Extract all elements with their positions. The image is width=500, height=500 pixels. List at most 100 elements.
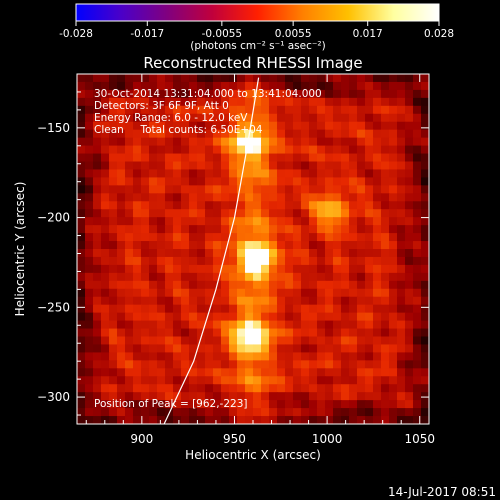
heatmap-cell <box>269 209 278 218</box>
heatmap-cell <box>421 384 429 393</box>
heatmap-cell <box>373 233 382 242</box>
heatmap-cell <box>405 264 414 274</box>
heatmap-cell <box>389 304 398 314</box>
heatmap-cell <box>221 344 230 353</box>
heatmap-cell <box>293 328 302 338</box>
heatmap-cell <box>93 129 102 139</box>
heatmap-cell <box>349 400 358 409</box>
heatmap-cell <box>381 256 390 266</box>
heatmap-cell <box>317 328 326 338</box>
heatmap-cell <box>341 169 350 178</box>
heatmap-cell <box>301 225 310 234</box>
heatmap-cell <box>389 312 398 322</box>
heatmap-cell <box>365 400 374 409</box>
heatmap-cell <box>333 360 342 369</box>
heatmap-cell <box>405 408 414 417</box>
heatmap-cell <box>181 368 190 377</box>
heatmap-cell <box>133 137 142 147</box>
heatmap-cell <box>165 129 174 139</box>
heatmap-cell <box>405 241 414 250</box>
heatmap-cell <box>365 105 374 115</box>
heatmap-cell <box>269 352 278 361</box>
heatmap-cell <box>77 209 86 218</box>
heatmap-cell <box>293 400 302 409</box>
heatmap-cell <box>237 169 246 178</box>
heatmap-cell <box>317 225 326 234</box>
heatmap-cell <box>333 121 342 131</box>
heatmap-cell <box>357 225 366 234</box>
heatmap-cell <box>221 137 230 147</box>
heatmap-cell <box>309 241 318 250</box>
heatmap-cell <box>293 312 302 322</box>
heatmap-cell <box>205 288 214 298</box>
heatmap-cell <box>357 312 366 322</box>
heatmap-cell <box>221 384 230 393</box>
heatmap-cell <box>421 225 429 234</box>
heatmap-cell <box>85 352 94 361</box>
heatmap-cell <box>365 312 374 322</box>
heatmap-cell <box>245 153 254 163</box>
heatmap-cell <box>285 209 294 218</box>
heatmap-cell <box>245 296 254 306</box>
heatmap-cell <box>237 105 246 115</box>
heatmap-cell <box>157 185 166 194</box>
heatmap-cell <box>149 193 158 202</box>
heatmap-cell <box>77 97 86 107</box>
heatmap-cell <box>213 344 222 353</box>
heatmap-cell <box>317 113 326 123</box>
heatmap-cell <box>237 288 246 298</box>
heatmap-cell <box>101 312 110 322</box>
heatmap-cell <box>317 209 326 218</box>
heatmap-cell <box>133 296 142 306</box>
heatmap-cell <box>293 97 302 107</box>
heatmap-cell <box>325 352 334 361</box>
heatmap-cell <box>373 384 382 393</box>
heatmap-cell <box>405 209 414 218</box>
heatmap-cell <box>229 241 238 250</box>
heatmap-cell <box>173 241 182 250</box>
heatmap-cell <box>197 161 206 171</box>
heatmap-cell <box>421 288 429 298</box>
heatmap-cell <box>357 256 366 266</box>
heatmap-cell <box>253 153 262 163</box>
heatmap-cell <box>365 225 374 234</box>
heatmap-cell <box>109 272 118 282</box>
heatmap-cell <box>293 249 302 258</box>
heatmap-cell <box>261 81 270 91</box>
heatmap-cell <box>309 105 318 115</box>
heatmap-cell <box>373 217 382 226</box>
heatmap-cell <box>413 392 422 401</box>
heatmap-cell <box>213 161 222 171</box>
heatmap-cell <box>117 304 126 314</box>
heatmap-cell <box>365 256 374 266</box>
heatmap-cell <box>205 256 214 266</box>
heatmap-cell <box>373 201 382 210</box>
heatmap-cell <box>413 153 422 163</box>
heatmap-cell <box>229 145 238 155</box>
heatmap-cell <box>157 89 166 99</box>
heatmap-cell <box>389 161 398 171</box>
heatmap-cell <box>245 264 254 274</box>
heatmap-cell <box>317 105 326 115</box>
heatmap-cell <box>261 217 270 226</box>
heatmap-cell <box>237 153 246 163</box>
heatmap-cell <box>125 376 134 385</box>
heatmap-cell <box>245 217 254 226</box>
heatmap-cell <box>213 360 222 369</box>
heatmap-cell <box>309 137 318 147</box>
heatmap-cell <box>413 145 422 155</box>
heatmap-cell <box>261 225 270 234</box>
heatmap-cell <box>413 177 422 186</box>
heatmap-cell <box>157 264 166 274</box>
heatmap-cell <box>85 209 94 218</box>
heatmap-cell <box>157 81 166 91</box>
heatmap-cell <box>421 169 429 178</box>
heatmap-cell <box>197 97 206 107</box>
heatmap-cell <box>125 193 134 202</box>
heatmap-cell <box>397 201 406 210</box>
heatmap-cell <box>149 105 158 115</box>
heatmap-cell <box>101 89 110 99</box>
heatmap-cell <box>93 392 102 401</box>
heatmap-cell <box>245 288 254 298</box>
heatmap-cell <box>317 304 326 314</box>
